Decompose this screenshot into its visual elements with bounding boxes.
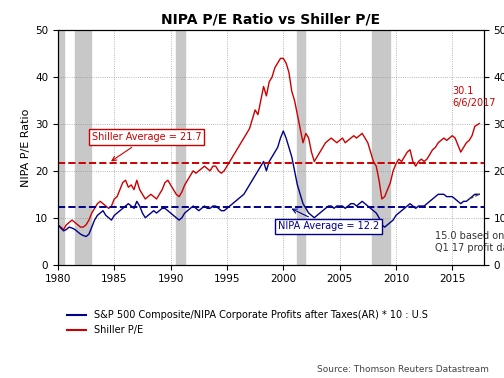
Text: 30.1
6/6/2017: 30.1 6/6/2017 (452, 86, 496, 108)
Y-axis label: NIPA P/E Ratio: NIPA P/E Ratio (21, 108, 31, 187)
Text: NIPA Average = 12.2: NIPA Average = 12.2 (278, 209, 379, 231)
Bar (75, 30, 91, 265)
Title: NIPA P/E Ratio vs Shiller P/E: NIPA P/E Ratio vs Shiller P/E (161, 12, 381, 26)
Text: Shiller Average = 21.7: Shiller Average = 21.7 (92, 132, 202, 161)
Text: 15.0 based on
Q1 17 profit data: 15.0 based on Q1 17 profit data (435, 231, 504, 253)
Legend: S&P 500 Composite/NIPA Corporate Profits after Taxes(AR) * 10 : U.S, Shiller P/E: S&P 500 Composite/NIPA Corporate Profits… (63, 307, 432, 339)
Text: Source: Thomson Reuters Datastream: Source: Thomson Reuters Datastream (317, 365, 489, 374)
Bar (297, 30, 305, 265)
Bar (176, 30, 185, 265)
Bar (58, 30, 64, 265)
Bar (372, 30, 390, 265)
